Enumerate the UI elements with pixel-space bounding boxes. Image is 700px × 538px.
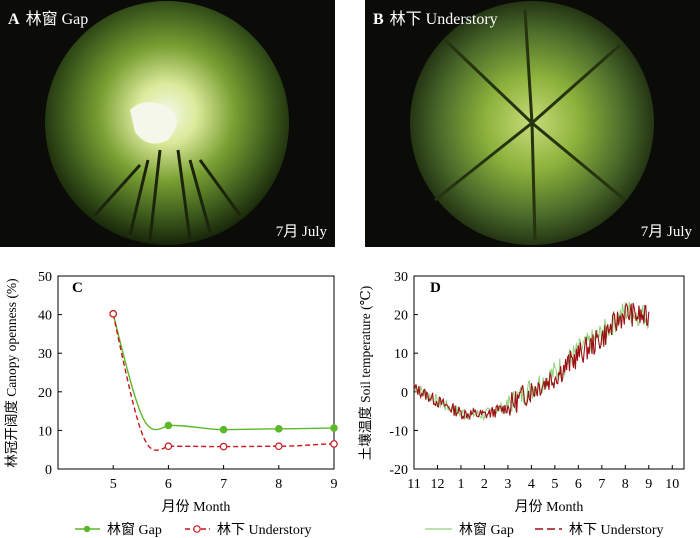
legend-label-understory-c: 林下 Understory [217,522,312,538]
plot-frame-d [413,275,685,470]
x-tick-label-c: 5 [110,477,117,492]
photo-panel-understory: B 林下 Understory 7月 July [365,0,700,247]
x-tick-label-d: 4 [528,477,535,492]
x-tick-label-c: 8 [275,477,282,492]
y-axis-label-d: 土壤温度 Soil temperature (℃) [357,286,373,460]
y-tick-label-d: 20 [394,309,408,324]
series-line-gap-d [413,301,650,421]
x-tick-label-c: 6 [165,477,172,492]
x-tick-label-d: 3 [504,477,511,492]
panel-letter-c: C [72,280,83,296]
panel-label-b: B 林下 Understory [373,11,498,28]
y-tick-label-d: 0 [401,386,408,401]
x-tick-label-d: 7 [598,477,605,492]
legend-label-gap-c: 林窗 Gap [107,521,162,538]
legend-marker-gap-c [83,525,91,533]
data-point-understory-c [109,310,118,318]
x-tick-label-d: 12 [430,477,444,492]
legend-marker-understory-c [193,525,201,533]
month-tag-b: 7月 July [640,224,692,240]
x-tick-label-c: 9 [331,477,338,492]
y-axis-label-c: 林冠开阔度 Canopy openness (%) [4,278,19,467]
y-tick-label-c: 10 [38,424,52,439]
x-axis-label-d: 月份 Month [515,499,584,515]
y-tick-label-c: 50 [38,270,52,285]
y-tick-label-d: -20 [389,463,408,478]
legend-d: 林窗 Gap 林下 Understory [425,521,664,538]
data-point-gap-c [330,424,338,432]
x-tick-label-d: 11 [407,477,420,492]
x-tick-label-d: 5 [551,477,558,492]
series-line-gap-c [112,313,335,431]
x-tick-label-d: 1 [457,477,464,492]
series-line-understory-c [112,313,335,451]
month-tag-a: 7月 July [275,224,327,240]
panel-letter-d: D [430,280,441,296]
fisheye-photo-understory [410,1,654,245]
y-tick-label-c: 30 [38,347,52,362]
y-tick-label-d: 30 [394,270,408,285]
data-point-understory-c [219,442,228,451]
x-tick-label-d: 8 [622,477,629,492]
data-point-understory-c [164,442,173,451]
legend-label-understory-d: 林下 Understory [569,522,664,538]
y-tick-label-c: 40 [38,309,52,324]
legend-label-gap-d: 林窗 Gap [459,521,514,538]
series-line-understory-d [413,302,650,421]
x-tick-label-d: 9 [645,477,652,492]
data-point-gap-c [274,425,283,433]
data-point-understory-c [330,440,338,448]
x-axis-label-c: 月份 Month [162,499,231,515]
fisheye-photo-gap [45,1,289,245]
y-tick-label-c: 20 [38,386,52,401]
panel-label-a: A 林窗 Gap [8,11,89,28]
data-point-gap-c [164,421,173,430]
y-tick-label-d: -10 [389,424,408,439]
photo-panel-gap: A 林窗 Gap 7月 July [0,0,335,247]
y-tick-label-c: 0 [45,463,52,478]
data-point-gap-c [219,425,228,434]
x-tick-label-d: 10 [665,477,679,492]
x-tick-label-d: 2 [481,477,488,492]
chart-canopy-openness: C 5 6 7 8 9 0 10 20 30 40 50 月份 Month 林冠开阔度 Canopy… [4,270,338,538]
x-tick-label-c: 7 [220,477,227,492]
x-tick-label-d: 6 [575,477,582,492]
plot-frame-c [57,275,335,470]
data-point-understory-c [274,442,283,451]
legend-c: 林窗 Gap 林下 Understory [75,521,312,538]
y-tick-label-d: 10 [394,347,408,362]
